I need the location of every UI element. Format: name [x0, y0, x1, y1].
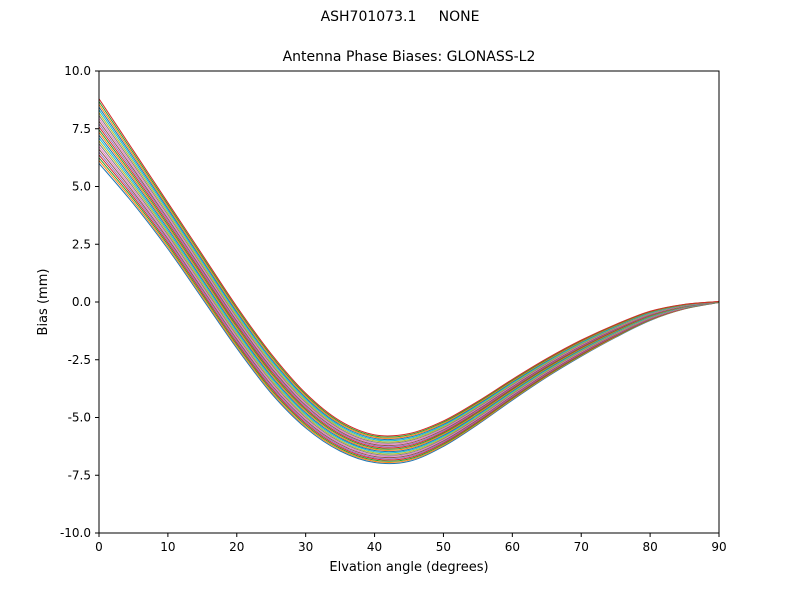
bias-curve — [98, 151, 720, 460]
bias-curve — [98, 123, 720, 448]
y-tick-label: 5.0 — [72, 180, 91, 194]
bias-curve — [98, 103, 720, 439]
y-axis-label-text: Bias (mm) — [36, 268, 51, 336]
y-tick-label: 7.5 — [72, 122, 91, 136]
x-tick-label: 30 — [298, 540, 313, 554]
x-tick-label: 0 — [95, 540, 103, 554]
bias-curve — [98, 134, 720, 453]
bias-curve — [98, 160, 720, 463]
x-axis-label: Elvation angle (degrees) — [329, 560, 489, 575]
bias-curve — [98, 162, 720, 465]
chart-title: Antenna Phase Biases: GLONASS-L2 — [282, 49, 536, 65]
bias-curve — [98, 140, 720, 455]
bias-curve — [98, 109, 720, 442]
x-tick-label: 40 — [367, 540, 382, 554]
x-tick-label: 10 — [160, 540, 175, 554]
x-tick-label: 20 — [229, 540, 244, 554]
x-tick-label: 90 — [711, 540, 726, 554]
bias-curve — [98, 148, 720, 459]
y-tick-label: 2.5 — [72, 237, 91, 251]
x-tick-label: 70 — [574, 540, 589, 554]
bias-curve — [98, 154, 720, 461]
bias-curve — [98, 126, 720, 449]
y-tick-label: -2.5 — [68, 353, 91, 367]
bias-curve — [98, 115, 720, 444]
figure-suptitle: ASH701073.1 NONE — [320, 9, 480, 25]
bias-curve — [98, 98, 720, 437]
y-tick-label: -10.0 — [60, 526, 91, 540]
bias-curve — [98, 146, 720, 457]
bias-curve — [98, 131, 720, 451]
bias-curve — [98, 129, 720, 450]
y-tick-label: -5.0 — [68, 411, 91, 425]
bias-curve — [98, 143, 720, 456]
y-tick-label: -7.5 — [68, 468, 91, 482]
x-tick-label: 60 — [505, 540, 520, 554]
bias-curve — [98, 120, 720, 447]
y-tick-label: 0.0 — [72, 295, 91, 309]
bias-curve — [98, 112, 720, 443]
axes-box — [98, 70, 720, 534]
bias-curve — [98, 157, 720, 462]
x-tick-label: 80 — [642, 540, 657, 554]
y-tick-label: 10.0 — [64, 64, 91, 78]
bias-curve — [98, 106, 720, 441]
bias-curve — [98, 137, 720, 454]
x-tick-label: 50 — [436, 540, 451, 554]
bias-curve — [98, 101, 720, 438]
bias-curve — [98, 117, 720, 445]
